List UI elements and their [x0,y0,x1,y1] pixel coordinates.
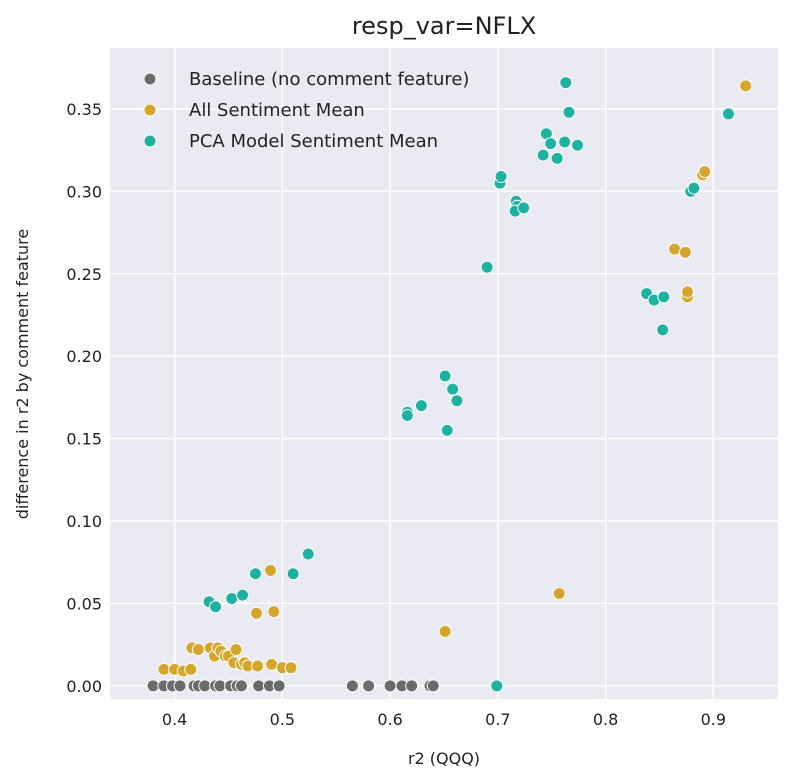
data-point-series-1 [234,679,248,693]
data-point-series-1 [405,679,419,693]
data-point-series-1 [426,679,440,693]
data-point-series-3 [209,600,223,614]
chart-title: resp_var=NFLX [352,12,536,40]
x-tick-label: 0.8 [593,710,618,729]
data-point-series-1 [345,679,359,693]
data-point-series-3 [490,679,504,693]
data-point-series-1 [252,679,266,693]
data-point-series-1 [272,679,286,693]
data-point-series-2 [680,285,694,299]
y-tick-label: 0.35 [66,100,102,119]
data-point-series-3 [657,290,671,304]
legend-marker [143,72,157,86]
data-point-series-3 [480,260,494,274]
data-point-series-2 [698,165,712,179]
data-point-series-3 [301,547,315,561]
data-point-series-1 [146,679,160,693]
legend-label: Baseline (no comment feature) [189,69,469,90]
y-tick-label: 0.20 [66,347,102,366]
data-point-series-2 [438,624,452,638]
x-tick-label: 0.6 [377,710,402,729]
data-point-series-2 [251,659,265,673]
x-tick-label: 0.7 [485,710,510,729]
legend-marker [143,134,157,148]
data-point-series-3 [559,76,573,90]
data-point-series-1 [362,679,376,693]
data-point-series-3 [656,323,670,337]
y-tick-label: 0.05 [66,594,102,613]
data-point-series-3 [440,423,454,437]
data-point-series-2 [284,661,298,675]
data-point-series-1 [198,679,212,693]
data-point-series-3 [494,170,508,184]
data-point-series-3 [225,591,239,605]
data-point-series-1 [213,679,227,693]
x-tick-label: 0.9 [701,710,726,729]
data-point-series-3 [550,151,564,165]
data-point-series-2 [267,605,281,619]
data-point-series-3 [414,399,428,413]
data-point-series-1 [173,679,187,693]
x-tick-label: 0.5 [270,710,295,729]
data-point-series-2 [678,245,692,259]
data-point-series-3 [286,567,300,581]
y-tick-label: 0.30 [66,182,102,201]
y-tick-label: 0.15 [66,430,102,449]
gridlines [110,48,778,699]
legend-label: All Sentiment Mean [189,100,365,121]
data-point-series-2 [157,662,171,676]
data-point-series-3 [517,201,531,215]
legend-marker [143,103,157,117]
data-point-series-2 [191,643,205,657]
data-point-series-3 [248,567,262,581]
y-axis-label: difference in r2 by comment feature [13,229,32,520]
legend: Baseline (no comment feature) All Sentime… [143,69,469,152]
data-point-series-1 [383,679,397,693]
y-tick-labels: 0.00 0.05 0.10 0.15 0.20 0.25 0.30 0.35 [66,100,102,696]
data-point-series-3 [687,181,701,195]
data-point-series-3 [721,107,735,121]
data-points [146,76,753,693]
data-point-series-3 [450,394,464,408]
x-tick-labels: 0.4 0.5 0.6 0.7 0.8 0.9 [162,710,726,729]
data-point-series-3 [562,105,576,119]
data-point-series-2 [264,563,278,577]
data-point-series-2 [265,657,279,671]
data-point-series-2 [229,643,243,657]
data-point-series-3 [400,409,414,423]
y-tick-label: 0.00 [66,677,102,696]
data-point-series-3 [571,138,585,152]
x-axis-label: r2 (QQQ) [408,749,480,768]
y-tick-label: 0.10 [66,512,102,531]
data-point-series-2 [739,79,753,93]
data-point-series-3 [446,382,460,396]
data-point-series-2 [552,587,566,601]
data-point-series-2 [668,242,682,256]
data-point-series-2 [250,606,264,620]
x-tick-label: 0.4 [162,710,187,729]
data-point-series-2 [184,662,198,676]
y-tick-label: 0.25 [66,265,102,284]
data-point-series-3 [544,137,558,151]
data-point-series-3 [236,588,250,602]
data-point-series-3 [558,135,572,149]
legend-label: PCA Model Sentiment Mean [189,131,438,152]
data-point-series-3 [438,369,452,383]
data-point-series-3 [536,148,550,162]
